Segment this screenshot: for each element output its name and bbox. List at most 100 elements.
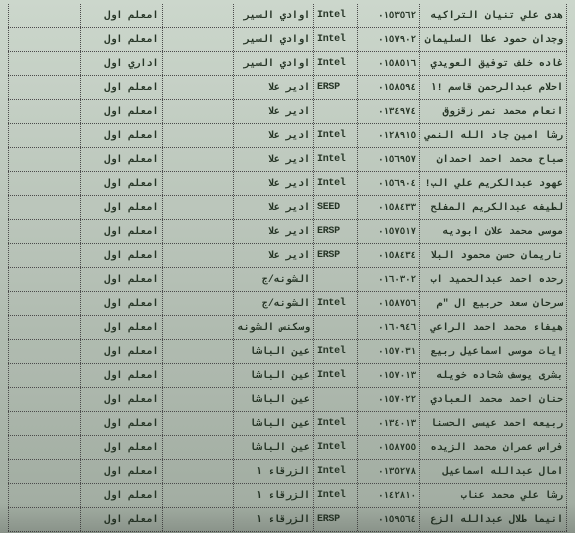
type-cell: ERSP xyxy=(313,76,357,99)
filler-cell xyxy=(8,460,80,483)
table-row: حنان احمد محمد العبادي٠١٥٧٠٢٢عين الباشاا… xyxy=(8,388,567,412)
type-cell xyxy=(313,388,357,411)
name-cell: هيفاء محمد احمد الراعي xyxy=(419,316,567,339)
job-cell: امعلم اول xyxy=(80,436,162,459)
table-row: رشا امين جاد الله النمي٠١٢٨٩١٥Intelادير … xyxy=(8,124,567,148)
location-cell: ادير علا xyxy=(233,220,313,243)
location-cell: عين الباشا xyxy=(233,364,313,387)
table-row: انعام محمد نمر زقزوق٠١٣٤٩٧٤ادير علاامعلم… xyxy=(8,100,567,124)
location-cell: ادير علا xyxy=(233,148,313,171)
filler-cell xyxy=(162,196,234,219)
name-cell: موسى محمد علان ابوديه xyxy=(419,220,567,243)
filler-cell xyxy=(162,244,234,267)
filler-cell xyxy=(162,28,234,51)
location-cell: الشونه/ج xyxy=(233,292,313,315)
filler-cell xyxy=(8,508,80,531)
filler-cell xyxy=(8,364,80,387)
filler-cell xyxy=(8,244,80,267)
name-cell: ناريمان حسن محمود البلا xyxy=(419,244,567,267)
type-cell: ERSP xyxy=(313,220,357,243)
location-cell: ادير علا xyxy=(233,124,313,147)
number-cell: ٠١٥٦٩٠٤ xyxy=(357,172,419,195)
filler-cell xyxy=(162,124,234,147)
table-row: سرحان سعد حربيع ال "م٠١٥٨٧٥٦Intelالشونه/… xyxy=(8,292,567,316)
number-cell: ٠١٥٧٠٣١ xyxy=(357,340,419,363)
filler-cell xyxy=(162,484,234,507)
name-cell: رشا علي محمد عناب xyxy=(419,484,567,507)
filler-cell xyxy=(8,28,80,51)
number-cell: ٠١٦٠٩٤٦ xyxy=(357,316,419,339)
filler-cell xyxy=(8,148,80,171)
name-cell: غاده خلف توفيق العويدي xyxy=(419,52,567,75)
name-cell: عهود عبدالكريم علي الب! xyxy=(419,172,567,195)
type-cell: Intel xyxy=(313,4,357,27)
table-row: انيما طلال عبدالله الزع٠١٥٩٥٦٤ERSPالزرقا… xyxy=(8,508,567,532)
name-cell: هدى علي تنيان التراكيه xyxy=(419,4,567,27)
number-cell: ٠١٣٤٩٧٤ xyxy=(357,100,419,123)
job-cell: امعلم اول xyxy=(80,28,162,51)
filler-cell xyxy=(162,4,234,27)
type-cell xyxy=(313,268,357,291)
filler-cell xyxy=(162,508,234,531)
table-row: امال عبدالله اسماعيل٠١٣٥٢٧٨Intelالزرقاء … xyxy=(8,460,567,484)
number-cell: ٠١٥٨٥٩٤ xyxy=(357,76,419,99)
filler-cell xyxy=(8,124,80,147)
number-cell: ٠١٣٤٠١٣ xyxy=(357,412,419,435)
table-row: احلام عبدالرحمن قاسم !١٠١٥٨٥٩٤ERSPادير ع… xyxy=(8,76,567,100)
name-cell: لطيفه عبدالكريم المفلح xyxy=(419,196,567,219)
type-cell: Intel xyxy=(313,148,357,171)
name-cell: ربيعه احمد عيسى الحسنا xyxy=(419,412,567,435)
job-cell: امعلم اول xyxy=(80,292,162,315)
name-cell: سرحان سعد حربيع ال "م xyxy=(419,292,567,315)
name-cell: رشا امين جاد الله النمي xyxy=(419,124,567,147)
filler-cell xyxy=(162,76,234,99)
table-row: هدى علي تنيان التراكيه٠١٥٣٥٦٢Intelاوادي … xyxy=(8,4,567,28)
table-row: هيفاء محمد احمد الراعي٠١٦٠٩٤٦وسكنس الشون… xyxy=(8,316,567,340)
job-cell: امعلم اول xyxy=(80,388,162,411)
table-row: وجدان حمود عطا السليمان٠١٥٧٩٠٢Intelاوادي… xyxy=(8,28,567,52)
table-row: بشرى يوسف شحاده خويله٠١٥٧٠١٣Intelعين الب… xyxy=(8,364,567,388)
filler-cell xyxy=(8,52,80,75)
type-cell: Intel xyxy=(313,292,357,315)
type-cell: Intel xyxy=(313,52,357,75)
table-row: لطيفه عبدالكريم المفلح٠١٥٨٤٣٣SEEDادير عل… xyxy=(8,196,567,220)
table-row: موسى محمد علان ابوديه٠١٥٧٥١٧ERSPادير علا… xyxy=(8,220,567,244)
filler-cell xyxy=(162,340,234,363)
filler-cell xyxy=(162,100,234,123)
number-cell: ٠١٣٥٢٧٨ xyxy=(357,460,419,483)
job-cell: امعلم اول xyxy=(80,172,162,195)
location-cell: اوادي السير xyxy=(233,4,313,27)
filler-cell xyxy=(162,436,234,459)
name-cell: حنان احمد محمد العبادي xyxy=(419,388,567,411)
type-cell: Intel xyxy=(313,412,357,435)
type-cell: Intel xyxy=(313,28,357,51)
job-cell: امعلم اول xyxy=(80,124,162,147)
type-cell: Intel xyxy=(313,460,357,483)
filler-cell xyxy=(162,268,234,291)
filler-cell xyxy=(8,220,80,243)
name-cell: فراس عمران محمد الزيده xyxy=(419,436,567,459)
document-page: هدى علي تنيان التراكيه٠١٥٣٥٦٢Intelاوادي … xyxy=(0,0,575,533)
job-cell: امعلم اول xyxy=(80,76,162,99)
location-cell: ادير علا xyxy=(233,172,313,195)
number-cell: ٠١٥٩٥٦٤ xyxy=(357,508,419,531)
type-cell: ERSP xyxy=(313,508,357,531)
name-cell: احلام عبدالرحمن قاسم !١ xyxy=(419,76,567,99)
number-cell: ٠١٥٣٥٦٢ xyxy=(357,4,419,27)
job-cell: امعلم اول xyxy=(80,268,162,291)
type-cell xyxy=(313,100,357,123)
name-cell: وجدان حمود عطا السليمان xyxy=(419,28,567,51)
location-cell: اوادي السير xyxy=(233,28,313,51)
name-cell: ايات موسى اسماعيل ربيع xyxy=(419,340,567,363)
table-row: عهود عبدالكريم علي الب!٠١٥٦٩٠٤Intelادير … xyxy=(8,172,567,196)
number-cell: ٠١٥٨٧٥٥ xyxy=(357,436,419,459)
filler-cell xyxy=(162,220,234,243)
filler-cell xyxy=(8,412,80,435)
location-cell: ادير علا xyxy=(233,100,313,123)
number-cell: ٠١٥٨٥١٦ xyxy=(357,52,419,75)
number-cell: ٠١٦٠٣٠٢ xyxy=(357,268,419,291)
filler-cell xyxy=(162,316,234,339)
filler-cell xyxy=(8,100,80,123)
job-cell: امعلم اول xyxy=(80,148,162,171)
location-cell: عين الباشا xyxy=(233,340,313,363)
